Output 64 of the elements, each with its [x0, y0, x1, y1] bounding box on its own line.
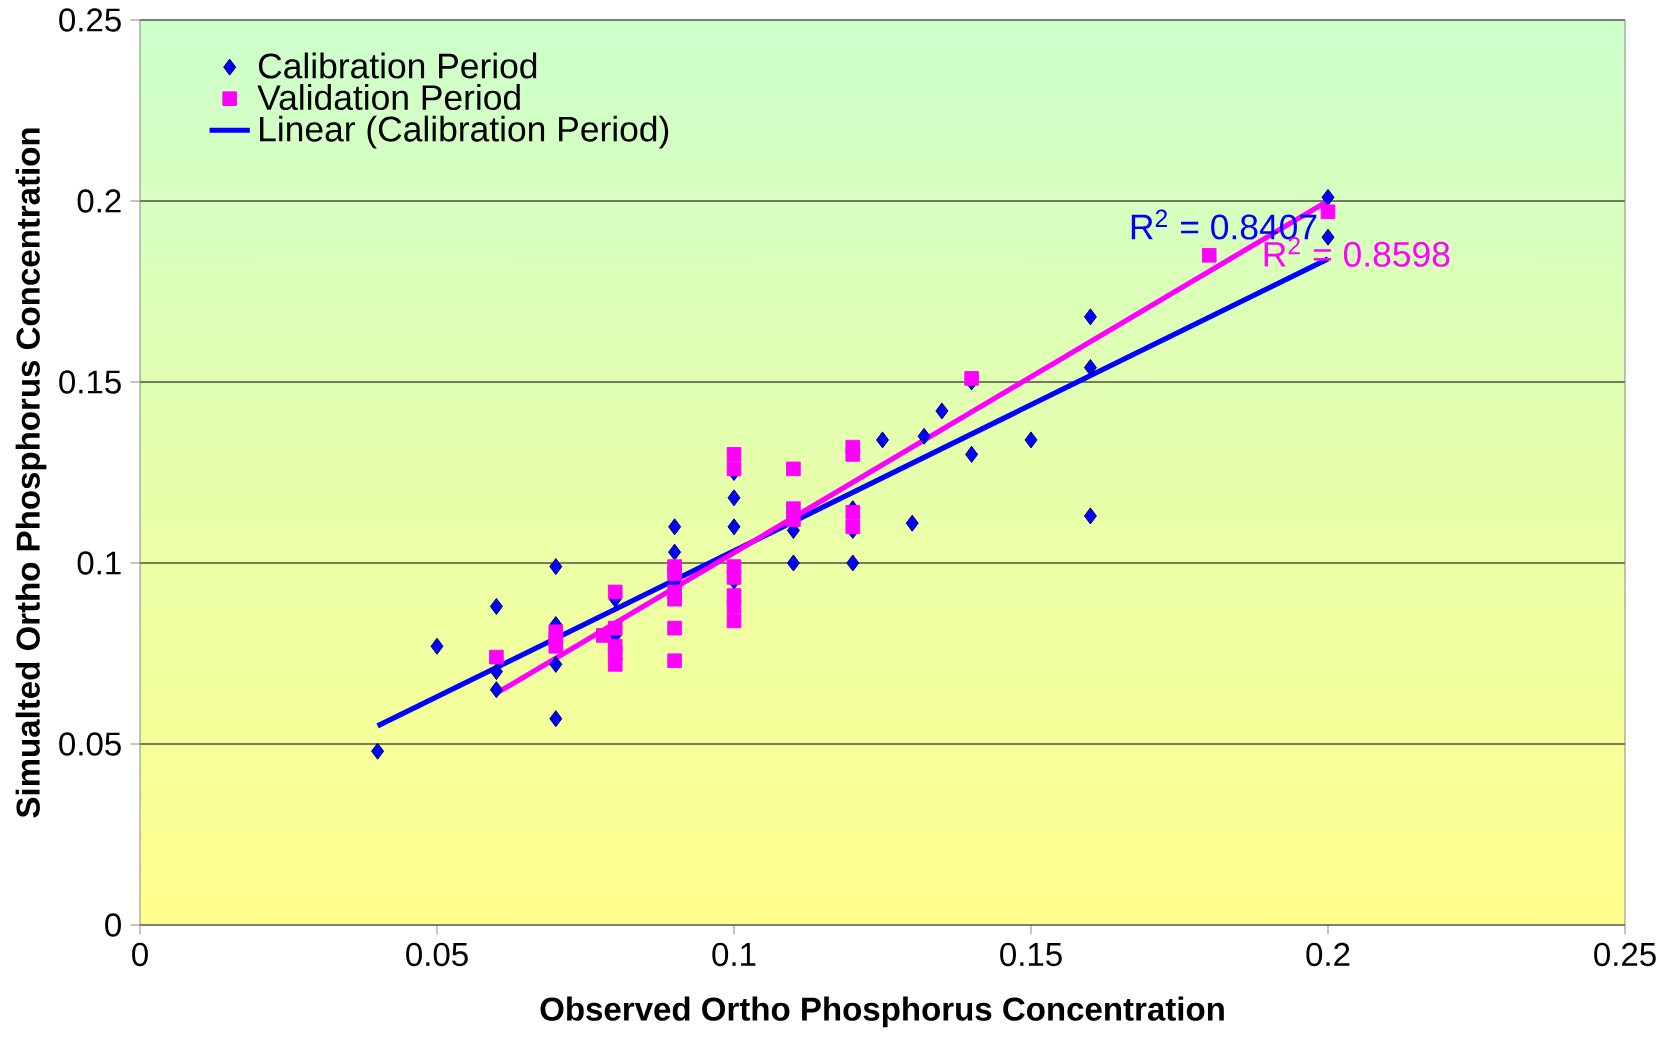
point [935, 402, 949, 420]
x-tick-label: 0 [132, 942, 148, 967]
x-tick-label: 0.15 [1000, 942, 1062, 967]
point [727, 518, 741, 536]
point [876, 431, 889, 449]
point [786, 461, 801, 477]
point [668, 543, 682, 561]
y-tick-label: 0 [105, 913, 121, 937]
point [1083, 308, 1097, 326]
point [549, 558, 563, 576]
legend-label: Linear (Calibration Period) [260, 115, 669, 149]
y-tick-label: 0.1 [77, 551, 121, 575]
x-tick-label: 0.2 [1306, 942, 1350, 967]
point [1321, 228, 1335, 246]
point [489, 649, 504, 665]
point [845, 505, 861, 520]
point [1201, 247, 1217, 263]
x-tick-label: 0.1 [712, 942, 756, 967]
point [489, 681, 503, 699]
point [549, 655, 563, 673]
point [607, 620, 623, 636]
point [917, 427, 931, 445]
point [726, 461, 742, 477]
x-tick-label: 0.25 [1594, 942, 1656, 967]
legend-label: Validation Period [257, 84, 520, 111]
y-tick-label: 0.15 [59, 370, 121, 394]
point [905, 514, 919, 532]
point [786, 554, 800, 572]
point [786, 512, 801, 527]
x-tick-label: 0.05 [406, 942, 468, 967]
point [846, 554, 860, 572]
point [607, 657, 623, 672]
point [607, 584, 623, 600]
point [549, 710, 563, 728]
point [667, 620, 682, 636]
point [1321, 188, 1335, 206]
y-tick-label: 0.2 [77, 189, 121, 213]
point [667, 566, 682, 582]
point [845, 519, 861, 535]
point [726, 599, 742, 614]
point [726, 447, 742, 462]
point [489, 663, 503, 681]
point [726, 613, 742, 629]
point [548, 638, 564, 654]
y-axis-title: Simualted Ortho Phosphorus Concentration [15, 128, 47, 818]
point [1024, 431, 1038, 449]
point [667, 591, 682, 607]
point [430, 637, 444, 655]
point [965, 445, 979, 463]
point [727, 489, 741, 507]
x-axis-title: Observed Ortho Phosphorus Concentration [540, 996, 1224, 1028]
point [667, 653, 682, 669]
point [489, 597, 503, 615]
point [371, 742, 385, 760]
y-tick-label: 0.25 [59, 8, 121, 32]
point [845, 447, 861, 462]
point [726, 570, 742, 585]
legend-label: Calibration Period [258, 52, 537, 79]
point [1320, 204, 1336, 220]
y-tick-label: 0.05 [59, 732, 121, 756]
point [1083, 359, 1097, 377]
point [964, 371, 979, 386]
point [1083, 507, 1097, 525]
point [668, 518, 682, 536]
